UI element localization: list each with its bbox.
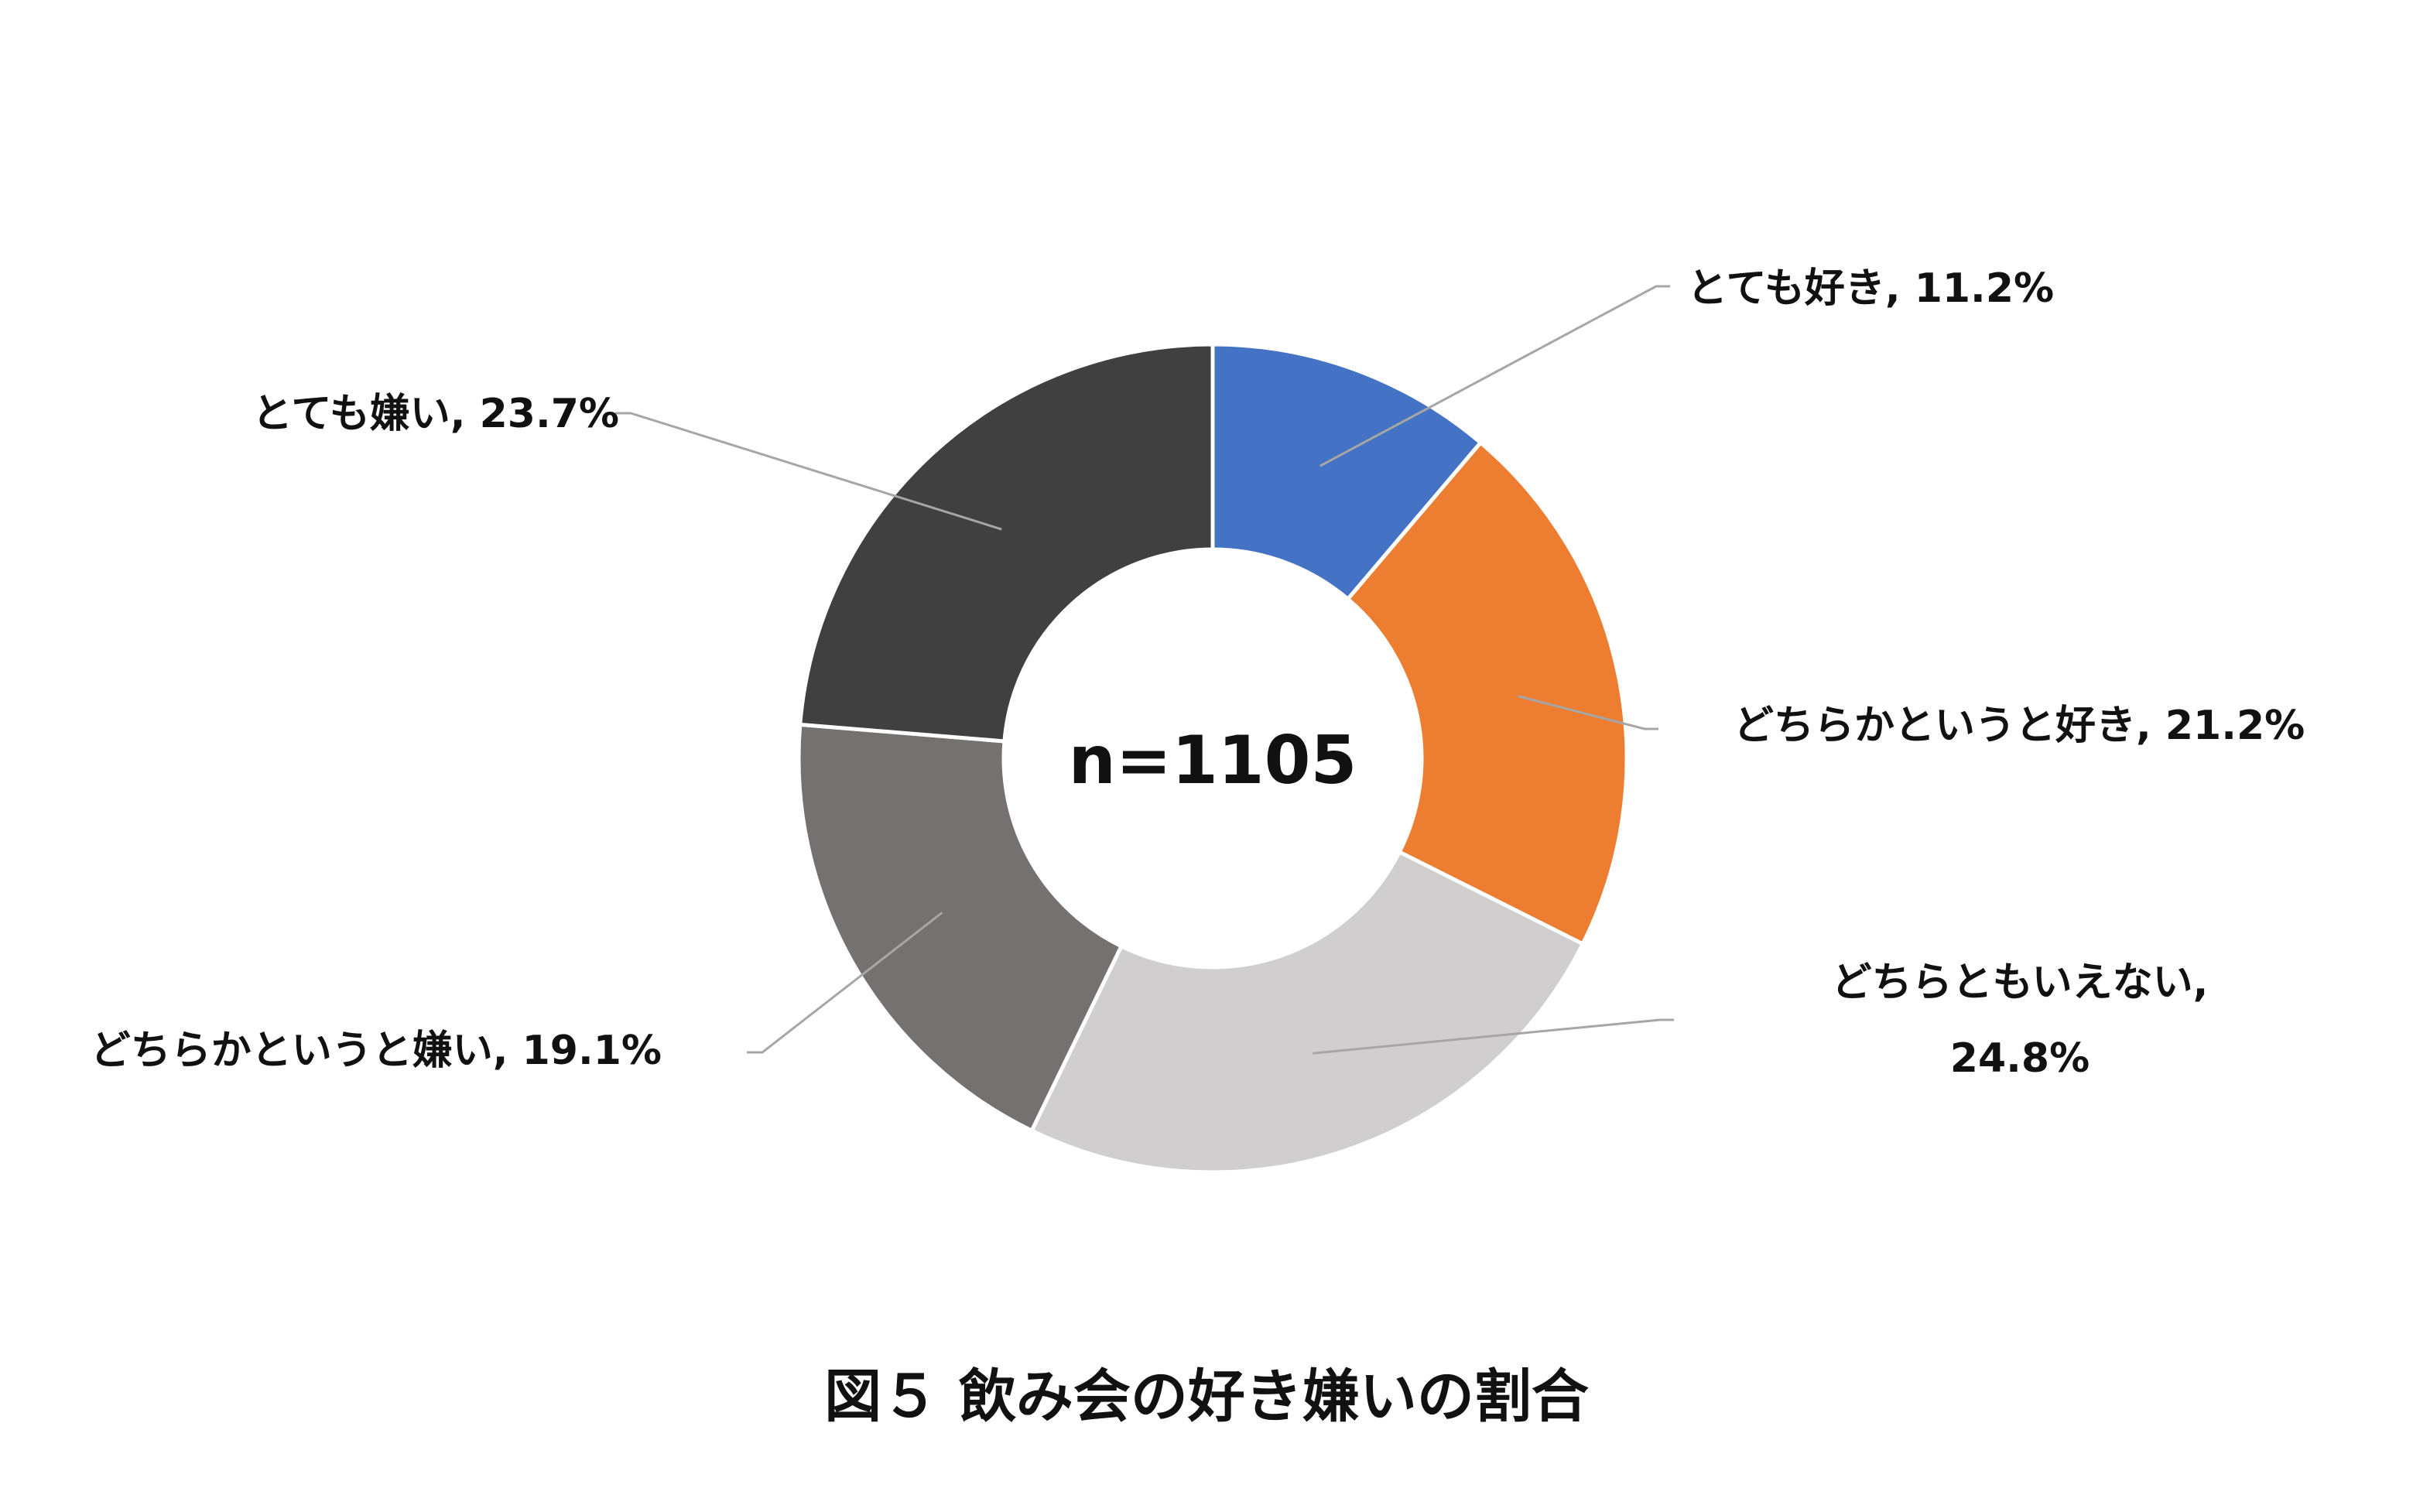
data-label: どちらかというと好き, 21.2% [1734, 703, 2305, 749]
leader-line [747, 912, 943, 1054]
donut-slice [1345, 440, 1629, 947]
slices-layer [796, 342, 1629, 1175]
data-label: どちらともいえない, 24.8% [1832, 960, 2209, 1082]
data-label: とても好き, 11.2% [1687, 265, 2054, 312]
leader-line [1313, 1018, 1674, 1055]
donut-slice [1210, 342, 1484, 602]
chart-caption: 図５ 飲み会の好き嫌いの割合 [824, 1363, 1589, 1430]
leader-line [1319, 285, 1670, 467]
data-label: とても嫌い, 23.7% [252, 391, 619, 437]
donut-slice [796, 722, 1124, 1134]
labels-layer: とても好き, 11.2% どちらかというと好き, 21.2% どちらともいえない, 2… [91, 265, 2305, 1082]
donut-slice [798, 342, 1215, 744]
leader-line [615, 412, 1002, 531]
donut-slice [1029, 849, 1586, 1175]
leader-lines-layer [615, 285, 1674, 1055]
leader-line [1518, 695, 1658, 730]
data-label: どちらかというと嫌い, 19.1% [91, 1028, 662, 1074]
center-label: n=1105 [1069, 722, 1357, 799]
